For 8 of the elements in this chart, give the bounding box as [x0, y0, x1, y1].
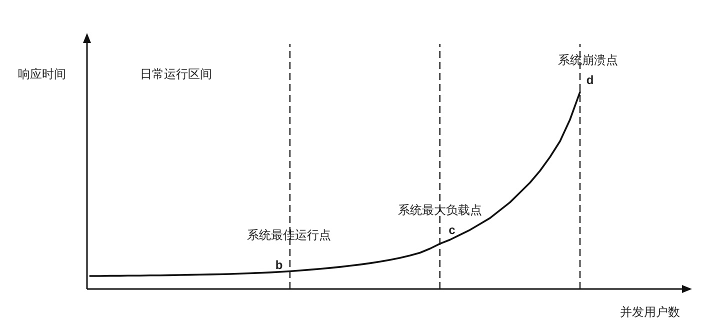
annotation: 日常运行区间 — [140, 67, 212, 81]
annotation: b — [275, 258, 283, 272]
annotation: d — [586, 73, 594, 87]
xlabel: 并发用户数 — [620, 305, 680, 319]
ylabel: 响应时间 — [18, 67, 66, 81]
annotation: c — [448, 223, 456, 237]
annotation: 系统最佳运行点 — [247, 228, 331, 242]
annotation: 系统崩溃点 — [558, 53, 618, 67]
